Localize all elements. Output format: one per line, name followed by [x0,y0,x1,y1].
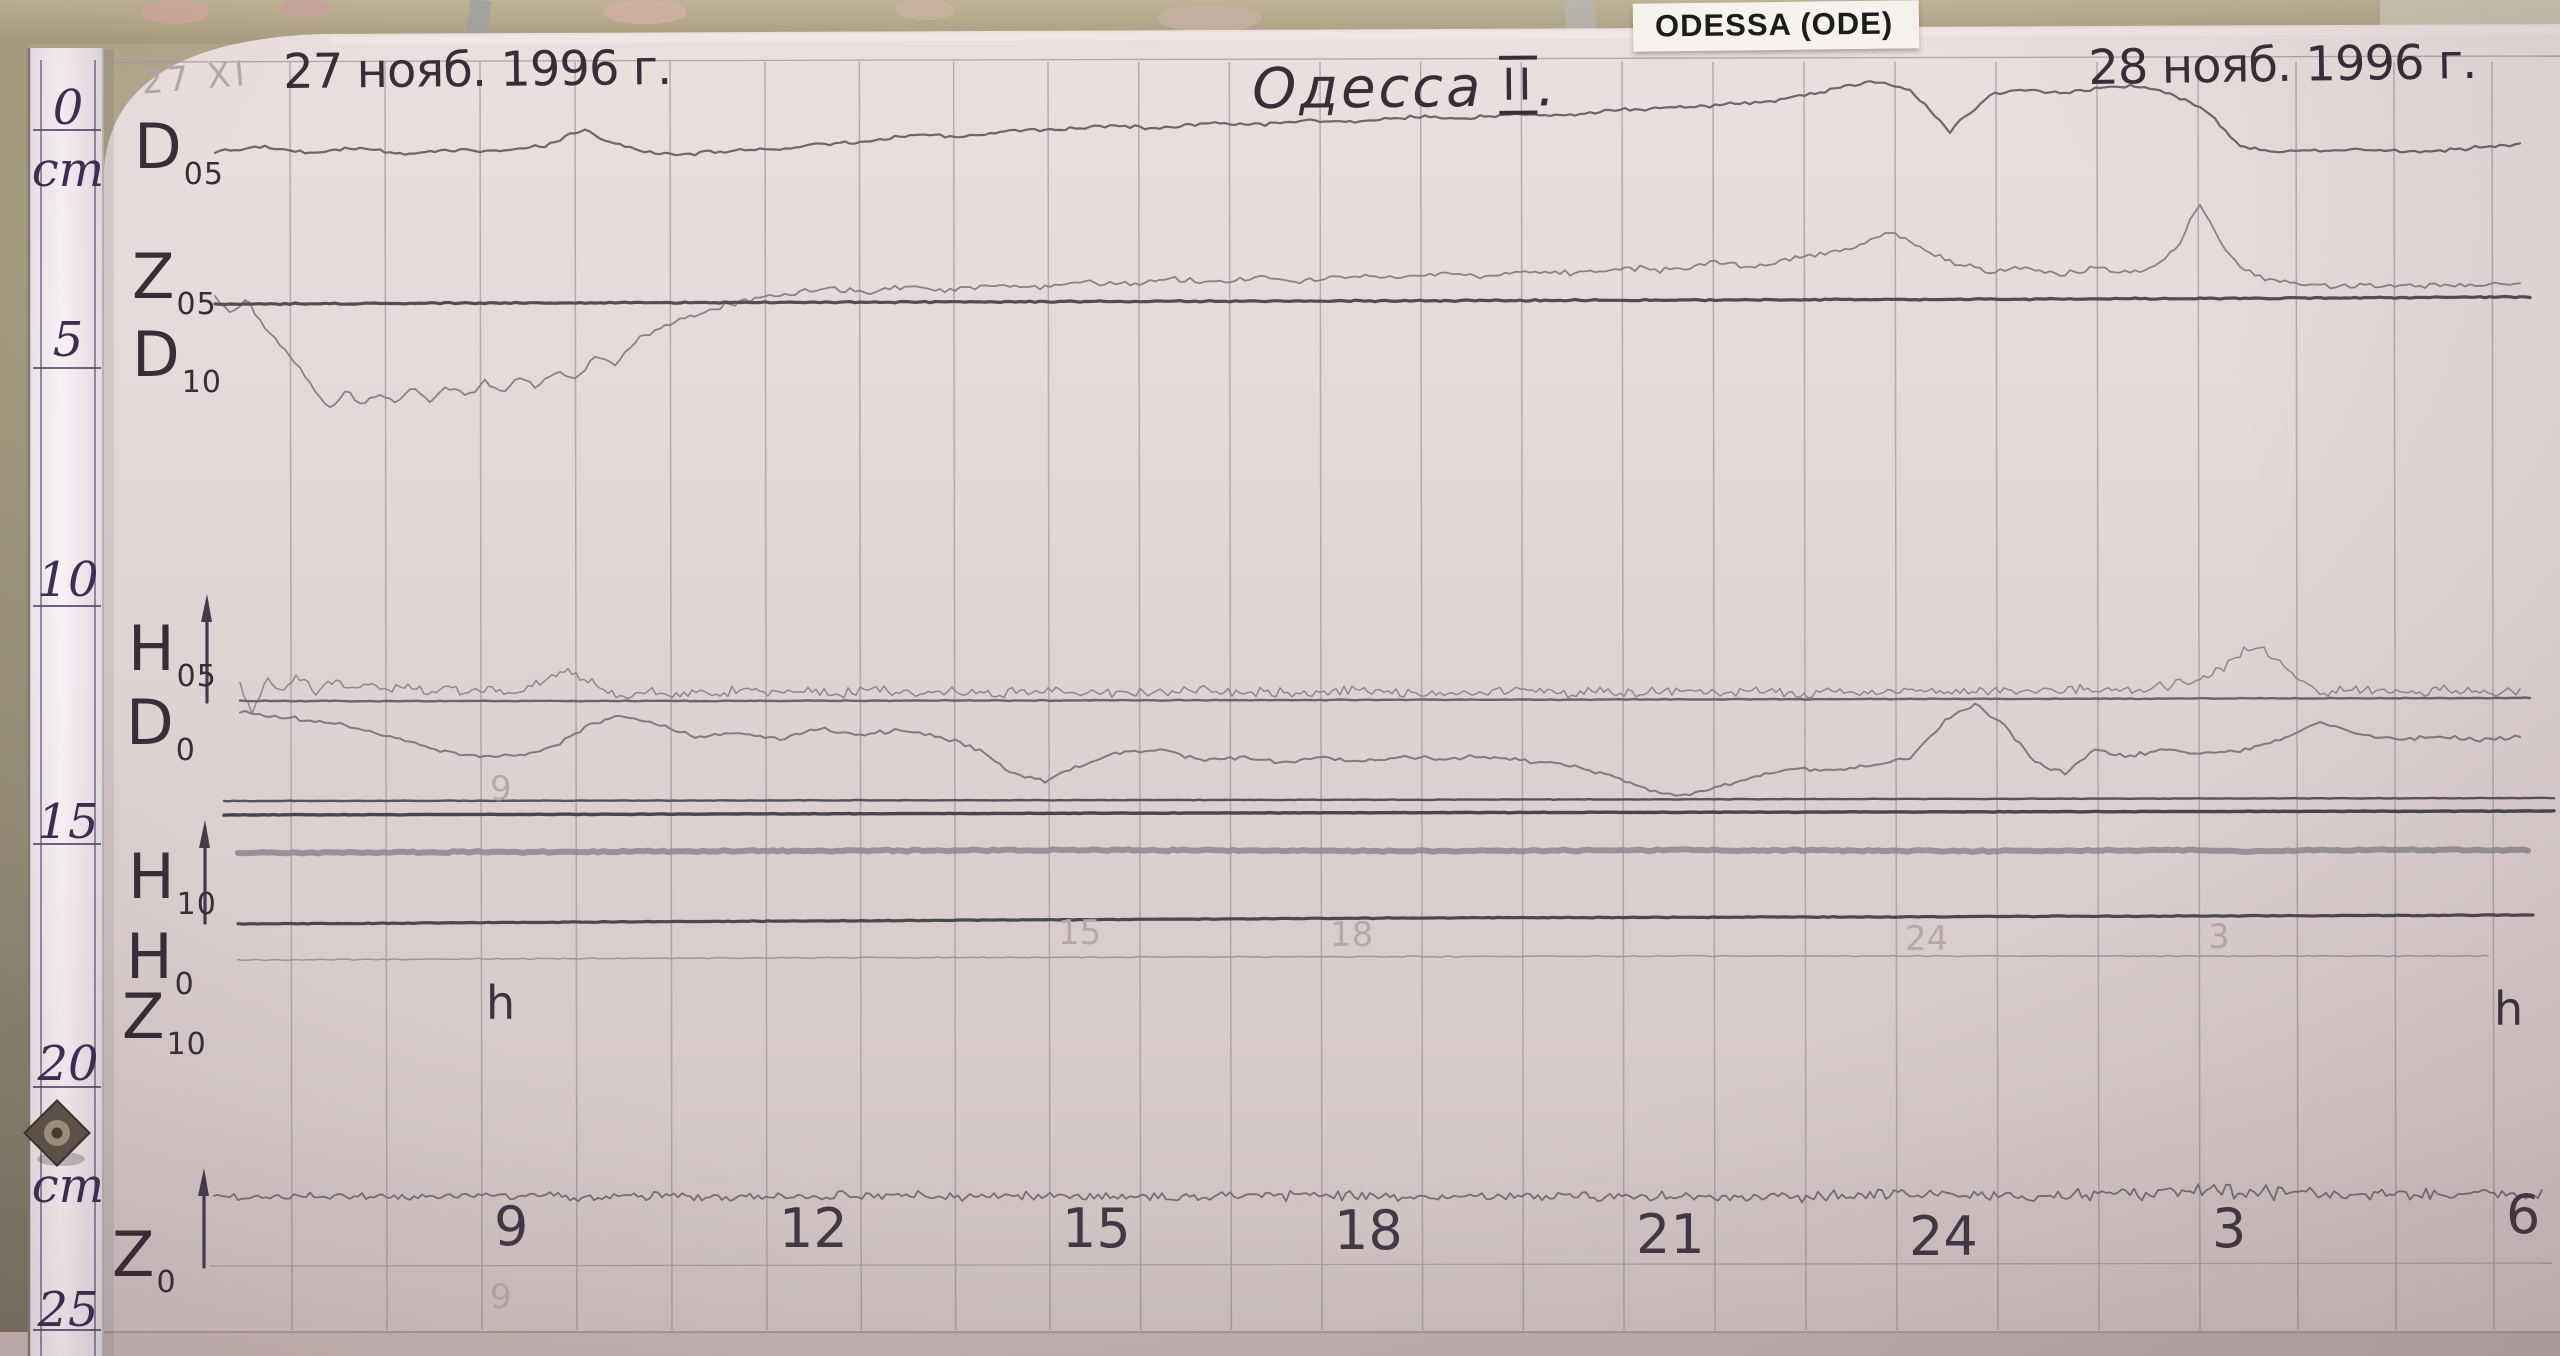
hour-grid-line [1228,61,1233,1331]
chart-top-rule [107,55,2560,63]
trace-start-arrow [198,1168,209,1269]
wall-smudge [1158,4,1262,32]
hour-grid-line [764,61,768,1331]
trace-start-arrow [201,594,212,704]
trace-H10 [235,846,2531,857]
hour-grid-line [2491,61,2495,1331]
trace-rail_upper [222,796,2556,803]
hour-grid-line [2393,61,2397,1331]
trace-Z05 [213,294,2532,307]
hour-grid-line [574,61,578,1331]
hour-grid-line [669,61,673,1331]
wall-smudge [279,0,331,18]
trace-Z0 [213,1183,2543,1204]
paper-bottom-shadow-strip [0,1332,2560,1356]
paper-top-glare [329,26,2560,44]
hour-grid-line [1894,61,1898,1331]
hour-grid-line [858,61,863,1331]
wall-clip [466,0,492,36]
hour-grid-line [479,61,483,1331]
wall-smudge [603,0,687,24]
trace-Z10 [237,954,2489,962]
hour-grid-line [1319,61,1323,1331]
hour-grid-line [1712,61,1716,1331]
trace-D0 [239,702,2521,797]
hour-grid-line [2096,61,2100,1331]
arrow-head-up-icon [198,1168,209,1196]
wall-smudge [895,0,955,20]
wall-smudge [141,0,209,24]
hour-grid-line [1047,61,1051,1331]
arrow-head-up-icon [199,820,210,848]
trace-start-arrow [199,820,210,925]
hour-grid-line [1520,61,1525,1331]
trace-group [213,80,2556,1204]
trace-rail_lower [222,809,2556,817]
chart-paper [104,24,2560,1332]
hour-grid-line [384,61,388,1331]
hour-grid-line [2295,61,2299,1331]
hour-grid-line [1803,61,1807,1331]
hour-grid-line [1137,61,1142,1331]
ruler-shadow [104,50,114,1356]
hour-grid-line [952,61,957,1331]
trace-H05 [239,646,2521,715]
wall-left-strip [0,40,30,1356]
trace-D05 [213,80,2522,157]
trace-H05_baseline [238,696,2532,703]
cm-ruler [23,48,114,1356]
arrow-head-up-icon [201,594,212,622]
hour-grid-line [289,61,293,1331]
push-pin [23,1099,91,1167]
pin-center-dot [51,1127,63,1139]
trace-D10 [214,204,2521,409]
z0-baseline [209,1262,2553,1267]
hour-grid-line [2197,61,2201,1331]
trace-H0 [236,913,2535,926]
hour-grid-line [1995,61,1999,1331]
hour-grid [289,61,2495,1331]
